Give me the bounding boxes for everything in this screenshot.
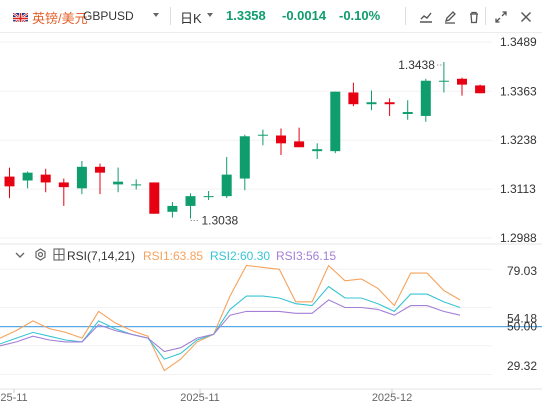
rsi1-label: RSI1:63.85 bbox=[143, 249, 204, 263]
divider bbox=[485, 7, 486, 25]
draw-icon[interactable] bbox=[443, 10, 457, 24]
pair-code[interactable]: GBPUSD bbox=[83, 9, 134, 23]
close-icon[interactable] bbox=[519, 10, 533, 24]
rsi-tick-label: 50.00 bbox=[507, 320, 537, 334]
price-tick-label: 1.3363 bbox=[500, 84, 537, 98]
candle-body bbox=[276, 135, 286, 144]
header-toolbar: 英镑/美元 GBPUSD 日K 1.3358 -0.0014 -0.10% bbox=[0, 0, 542, 33]
price-tick-label: 1.3238 bbox=[500, 133, 537, 147]
rsi3-label: RSI3:56.15 bbox=[276, 249, 337, 263]
candle-body bbox=[438, 80, 449, 82]
settings-icon[interactable] bbox=[34, 248, 47, 261]
trendline-icon[interactable] bbox=[419, 10, 433, 24]
rsi-lines bbox=[0, 264, 461, 372]
fullscreen-icon[interactable] bbox=[494, 10, 508, 24]
divider bbox=[170, 7, 171, 25]
price-tick-label: 1.2988 bbox=[500, 231, 537, 245]
candle-body bbox=[22, 172, 33, 181]
candlesticks bbox=[4, 61, 486, 219]
rsi-tick-label: 79.03 bbox=[507, 264, 537, 278]
price-tick-label: 1.3113 bbox=[500, 182, 536, 196]
candle-body bbox=[420, 80, 431, 116]
low-label: 1.3038 bbox=[202, 213, 239, 227]
divider bbox=[405, 7, 406, 25]
candle-body bbox=[330, 91, 341, 152]
price-change-percent: -0.10% bbox=[339, 8, 381, 23]
candle-body bbox=[131, 184, 142, 186]
rsi2-label: RSI2:60.30 bbox=[210, 249, 271, 263]
candle-body bbox=[257, 134, 268, 136]
time-axis: 25-11 2025-11 2025-12 bbox=[0, 388, 542, 402]
time-tick-label: 2025-12 bbox=[372, 392, 412, 402]
candle-body bbox=[113, 181, 124, 185]
candle-body bbox=[402, 112, 413, 114]
rsi-tick-label: 54.18 bbox=[507, 312, 537, 326]
high-label: 1.3438 bbox=[398, 58, 435, 72]
candle-body bbox=[58, 182, 69, 188]
period-chevron-down-icon[interactable] bbox=[207, 13, 213, 17]
candle-body bbox=[348, 92, 359, 105]
candle-body bbox=[167, 205, 178, 212]
rsi-grid bbox=[0, 268, 542, 375]
collapse-icon[interactable] bbox=[14, 249, 26, 261]
pair-chinese-name[interactable]: 英镑/美元 bbox=[32, 11, 88, 26]
candle-body bbox=[221, 174, 232, 197]
price-change: -0.0014 bbox=[282, 8, 327, 23]
price-y-axis: 1.3489 1.3363 1.3238 1.3113 1.2988 bbox=[500, 35, 537, 245]
rsi-series-line bbox=[0, 285, 461, 360]
rsi-tick-label: 29.32 bbox=[507, 359, 537, 373]
indicator-name: RSI(7,14,21) bbox=[67, 249, 136, 263]
price-tick-label: 1.3489 bbox=[500, 35, 537, 49]
candle-body bbox=[312, 149, 323, 152]
time-tick-label: 25-11 bbox=[0, 392, 27, 402]
candle-body bbox=[76, 166, 87, 189]
candle-body bbox=[40, 174, 51, 183]
candle-body bbox=[95, 166, 105, 173]
candle-body bbox=[203, 196, 214, 198]
time-tick-label: 2025-11 bbox=[180, 392, 220, 402]
indicator-bar: RSI(7,14,21) RSI1:63.85 RSI2:60.30 RSI3:… bbox=[0, 246, 542, 264]
period-selector[interactable]: 日K bbox=[180, 11, 202, 26]
chevron-down-icon[interactable] bbox=[153, 13, 159, 17]
price-annotations: 1.3438 1.3038 bbox=[190, 58, 444, 227]
candle-body bbox=[4, 176, 15, 187]
candle-body bbox=[457, 78, 467, 85]
candle-body bbox=[366, 102, 377, 105]
candle-body bbox=[239, 136, 250, 179]
last-price: 1.3358 bbox=[226, 8, 266, 23]
delete-icon[interactable] bbox=[467, 10, 481, 24]
candle-body bbox=[384, 102, 395, 105]
rsi-series-line bbox=[0, 264, 461, 372]
uk-flag-icon bbox=[13, 11, 28, 22]
candle-body bbox=[475, 85, 486, 94]
candle-body bbox=[294, 141, 305, 148]
rsi-series-line bbox=[0, 299, 461, 353]
indicator-grid-icon[interactable] bbox=[53, 248, 65, 261]
candle-body bbox=[149, 182, 160, 214]
candle-body bbox=[185, 196, 196, 206]
